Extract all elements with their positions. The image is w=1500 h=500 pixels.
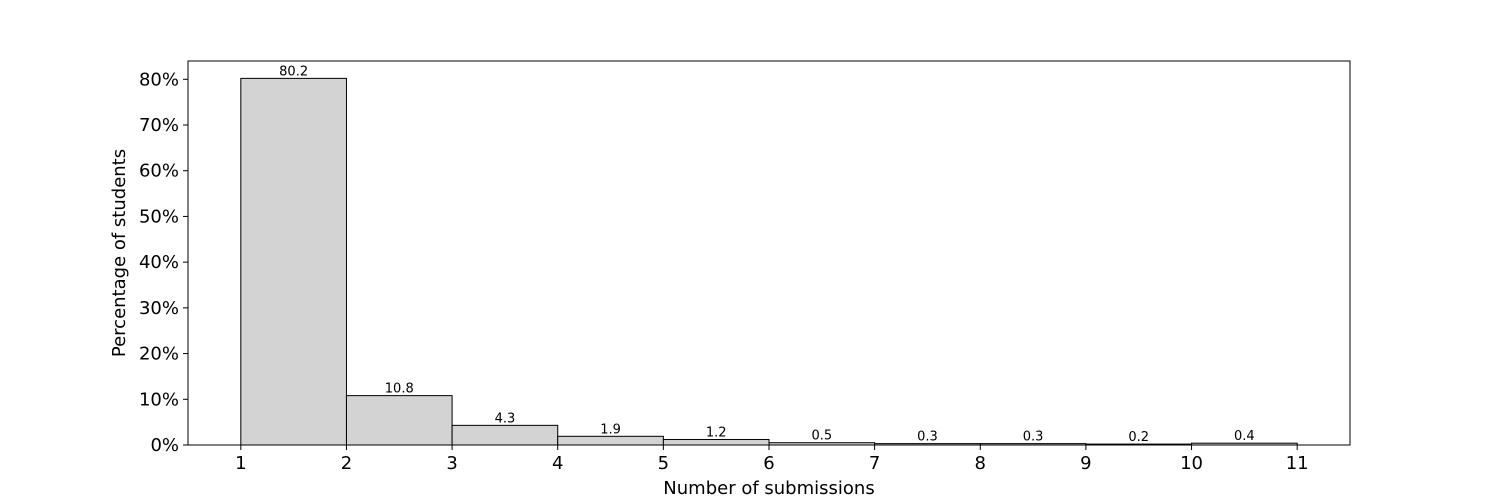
data-label-bin-4: 1.9 — [600, 422, 621, 437]
data-label-bin-2: 10.8 — [385, 382, 414, 397]
y-tick-label-30: 30% — [139, 298, 179, 319]
x-tick-label-8: 8 — [975, 453, 986, 474]
y-axis-title: Percentage of students — [109, 149, 130, 357]
x-axis-title: Number of submissions — [663, 478, 874, 499]
y-tick-label-80: 80% — [139, 69, 179, 90]
x-tick-label-9: 9 — [1080, 453, 1091, 474]
bar-4-3-bin-3 — [451, 424, 559, 446]
bar-10-8-bin-2 — [345, 395, 453, 446]
y-tick-label-70: 70% — [139, 115, 179, 136]
x-tick-label-3: 3 — [446, 453, 457, 474]
x-tick-label-5: 5 — [658, 453, 669, 474]
data-label-bin-7: 0.3 — [917, 430, 938, 445]
data-label-bin-3: 4.3 — [495, 411, 516, 426]
data-label-bin-9: 0.2 — [1128, 430, 1149, 445]
plot-frame — [187, 60, 1351, 446]
y-tick-label-40: 40% — [139, 252, 179, 273]
x-tick-label-4: 4 — [552, 453, 563, 474]
y-tick-label-0: 0% — [150, 435, 179, 456]
x-tick-label-7: 7 — [869, 453, 880, 474]
x-tick-label-2: 2 — [341, 453, 352, 474]
y-tick-label-10: 10% — [139, 389, 179, 410]
data-label-bin-8: 0.3 — [1023, 430, 1044, 445]
y-tick-label-50: 50% — [139, 206, 179, 227]
data-label-bin-6: 0.5 — [811, 429, 832, 444]
x-axis: 1 2 3 4 5 6 7 8 9 10 11 — [235, 445, 1309, 474]
x-tick-label-10: 10 — [1180, 453, 1203, 474]
x-tick-label-1: 1 — [235, 453, 246, 474]
bars-layer — [240, 77, 1298, 446]
x-tick-label-11: 11 — [1286, 453, 1309, 474]
data-label-bin-5: 1.2 — [706, 426, 727, 441]
y-tick-label-60: 60% — [139, 161, 179, 182]
y-axis: 0% 10% 20% 30% 40% 50% 60% 70% 80% — [139, 69, 188, 456]
y-tick-label-20: 20% — [139, 344, 179, 365]
data-label-bin-10: 0.4 — [1234, 429, 1255, 444]
x-tick-label-6: 6 — [763, 453, 774, 474]
data-label-bin-1: 80.2 — [279, 64, 308, 79]
bar-80-2-bin-1 — [240, 77, 347, 446]
data-labels-layer: 80.2 10.8 4.3 1.9 1.2 0.5 0.3 0.3 0.2 0.4 — [279, 64, 1255, 445]
bar-1-9-bin-4 — [557, 435, 664, 446]
